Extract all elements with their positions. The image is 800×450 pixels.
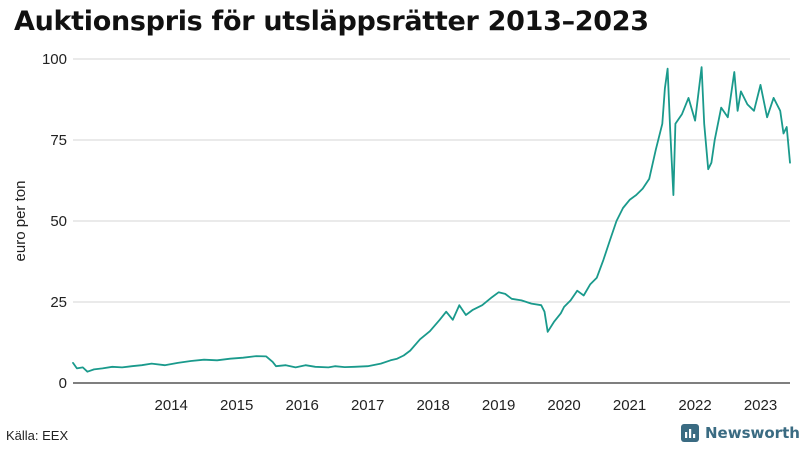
source-note: Källa: EEX <box>6 428 69 443</box>
x-tick-label: 2019 <box>482 397 515 414</box>
y-tick-label: 75 <box>50 132 67 149</box>
y-tick-label: 0 <box>59 375 67 392</box>
newsworthy-logo-icon <box>681 424 699 442</box>
x-tick-label: 2023 <box>744 397 777 414</box>
brand-logo: Newsworthy <box>680 423 800 443</box>
x-tick-label: 2018 <box>416 397 449 414</box>
x-tick-label: 2020 <box>547 397 580 414</box>
x-tick-label: 2016 <box>285 397 318 414</box>
y-tick-label: 50 <box>50 213 67 230</box>
y-axis-label: euro per ton <box>12 181 29 262</box>
chart-title: Auktionspris för utsläppsrätter 2013–202… <box>14 6 649 37</box>
x-tick-label: 2015 <box>220 397 253 414</box>
y-tick-label: 100 <box>42 51 67 68</box>
x-tick-label: 2021 <box>613 397 646 414</box>
series-line <box>72 66 791 373</box>
x-tick-label: 2017 <box>351 397 384 414</box>
y-tick-label: 25 <box>50 294 67 311</box>
brand-name: Newsworthy <box>705 424 800 442</box>
x-tick-label: 2014 <box>155 397 188 414</box>
x-tick-label: 2022 <box>678 397 711 414</box>
